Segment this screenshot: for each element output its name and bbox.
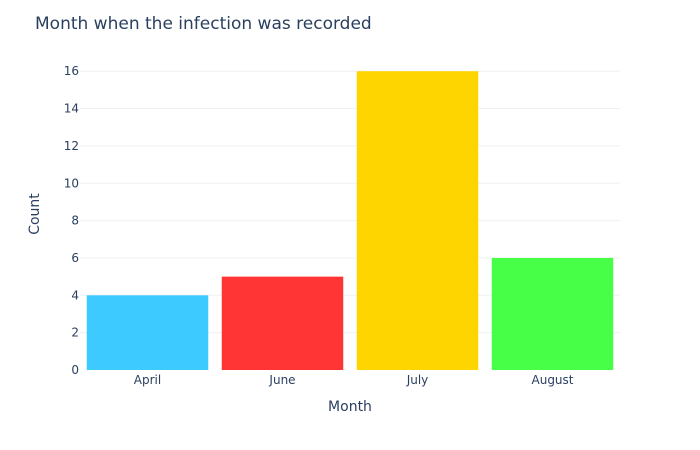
bar-july[interactable] [356, 71, 479, 370]
y-tick-label: 6 [71, 251, 79, 265]
y-axis-title: Count [27, 193, 43, 235]
y-axis-ticks: 0 2 4 6 8 10 12 14 16 [64, 64, 79, 377]
y-tick-label: 12 [64, 139, 79, 153]
y-tick-label: 0 [71, 363, 79, 377]
y-tick-label: 14 [64, 102, 79, 116]
chart-title: Month when the infection was recorded [35, 14, 372, 34]
x-axis-title: Month [328, 399, 372, 415]
x-axis-ticks: April June July August [134, 373, 574, 387]
x-tick-label: August [532, 373, 574, 387]
x-tick-label: June [268, 373, 295, 387]
y-tick-label: 4 [71, 288, 79, 302]
bars [86, 71, 614, 370]
y-tick-label: 10 [64, 176, 79, 190]
x-tick-label: April [134, 373, 161, 387]
bar-august[interactable] [491, 257, 614, 370]
x-tick-label: July [406, 373, 429, 387]
bar-june[interactable] [221, 276, 344, 370]
y-tick-label: 8 [71, 214, 79, 228]
y-tick-label: 2 [71, 326, 79, 340]
y-tick-label: 16 [64, 64, 79, 78]
bar-april[interactable] [86, 295, 209, 370]
